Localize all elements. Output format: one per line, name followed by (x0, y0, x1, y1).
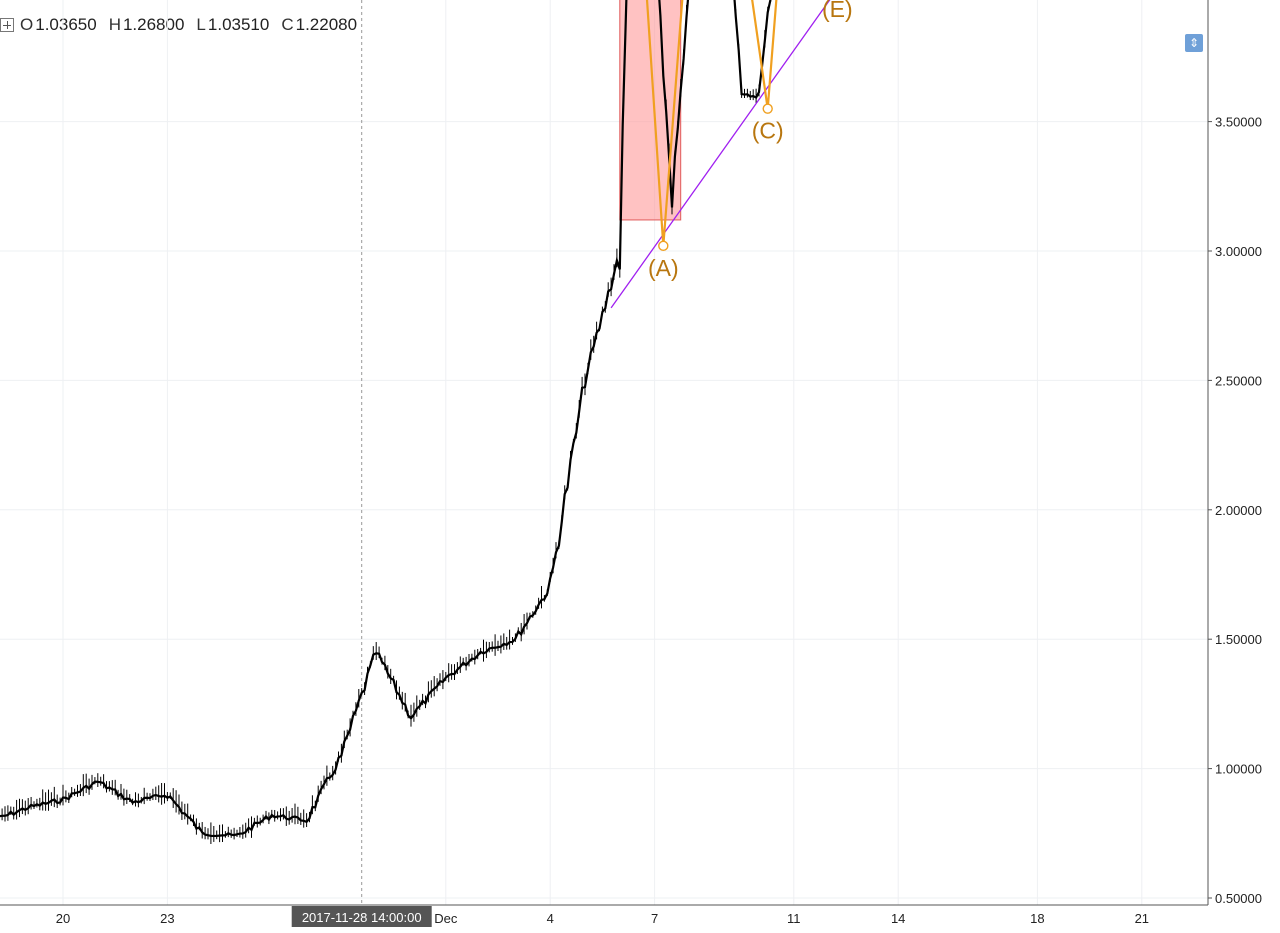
crosshair-date-box (291, 906, 432, 927)
y-tick-label: 3.00000 (1215, 244, 1262, 259)
x-tick-label: 11 (787, 911, 801, 926)
x-axis: 20 23 Dec 4 7 11 14 18 21 2017-11-28 14:00:00 (0, 904, 1208, 927)
y-tick-label: 2.00000 (1215, 503, 1262, 518)
crosshair-date-label: 2017-11-28 14:00:00 (302, 910, 422, 925)
price-line (0, 0, 772, 838)
triangle-lower-line (610, 0, 831, 309)
drawings: (A)(B)(C)(D)(E) (610, 0, 853, 309)
x-tick-label: 21 (1135, 911, 1149, 926)
wave-point (658, 240, 669, 252)
ohlc-open-value: 1.03650 (35, 15, 97, 34)
wave-label: (E) (822, 0, 853, 22)
ohlc-low-key: L (196, 15, 206, 34)
ohlc-low-value: 1.03510 (207, 15, 270, 34)
crosshair-toggle-icon[interactable] (0, 18, 14, 32)
ohlc-open-key: O (20, 15, 34, 34)
y-axis: 0.50000 1.00000 1.50000 2.00000 2.50000 3.000… (1207, 0, 1262, 906)
ohlc-high-key: H (108, 15, 121, 34)
x-tick-label: 18 (1030, 911, 1044, 926)
wave-point (762, 103, 773, 114)
x-tick-label: 4 (547, 911, 554, 926)
x-tick-label: 7 (651, 911, 658, 926)
x-tick-label: Dec (434, 911, 458, 926)
wave-label: (A) (648, 255, 679, 281)
ohlc-readout: O 1.03650 H 1.26800 L 1.03510 C 1.22080 (0, 13, 369, 37)
ohlc-close-value: 1.22080 (295, 15, 358, 34)
y-tick-label: 0.50000 (1215, 891, 1262, 906)
scale-arrows-icon[interactable]: ⇕ (1185, 34, 1203, 52)
y-tick-label: 3.50000 (1215, 115, 1262, 130)
ohlc-high-value: 1.26800 (122, 15, 185, 34)
y-tick-label: 1.50000 (1215, 632, 1262, 647)
y-tick-label: 2.50000 (1215, 373, 1262, 388)
x-tick-label: 23 (160, 911, 174, 926)
y-tick-label: 1.00000 (1215, 762, 1262, 777)
ohlc-close-key: C (281, 15, 294, 34)
x-tick-label: 14 (891, 911, 905, 926)
grid (0, 0, 1208, 905)
wave-label: (C) (752, 118, 784, 144)
x-tick-label: 20 (56, 911, 70, 926)
wave-path (645, 0, 778, 246)
price-series (0, 0, 772, 845)
